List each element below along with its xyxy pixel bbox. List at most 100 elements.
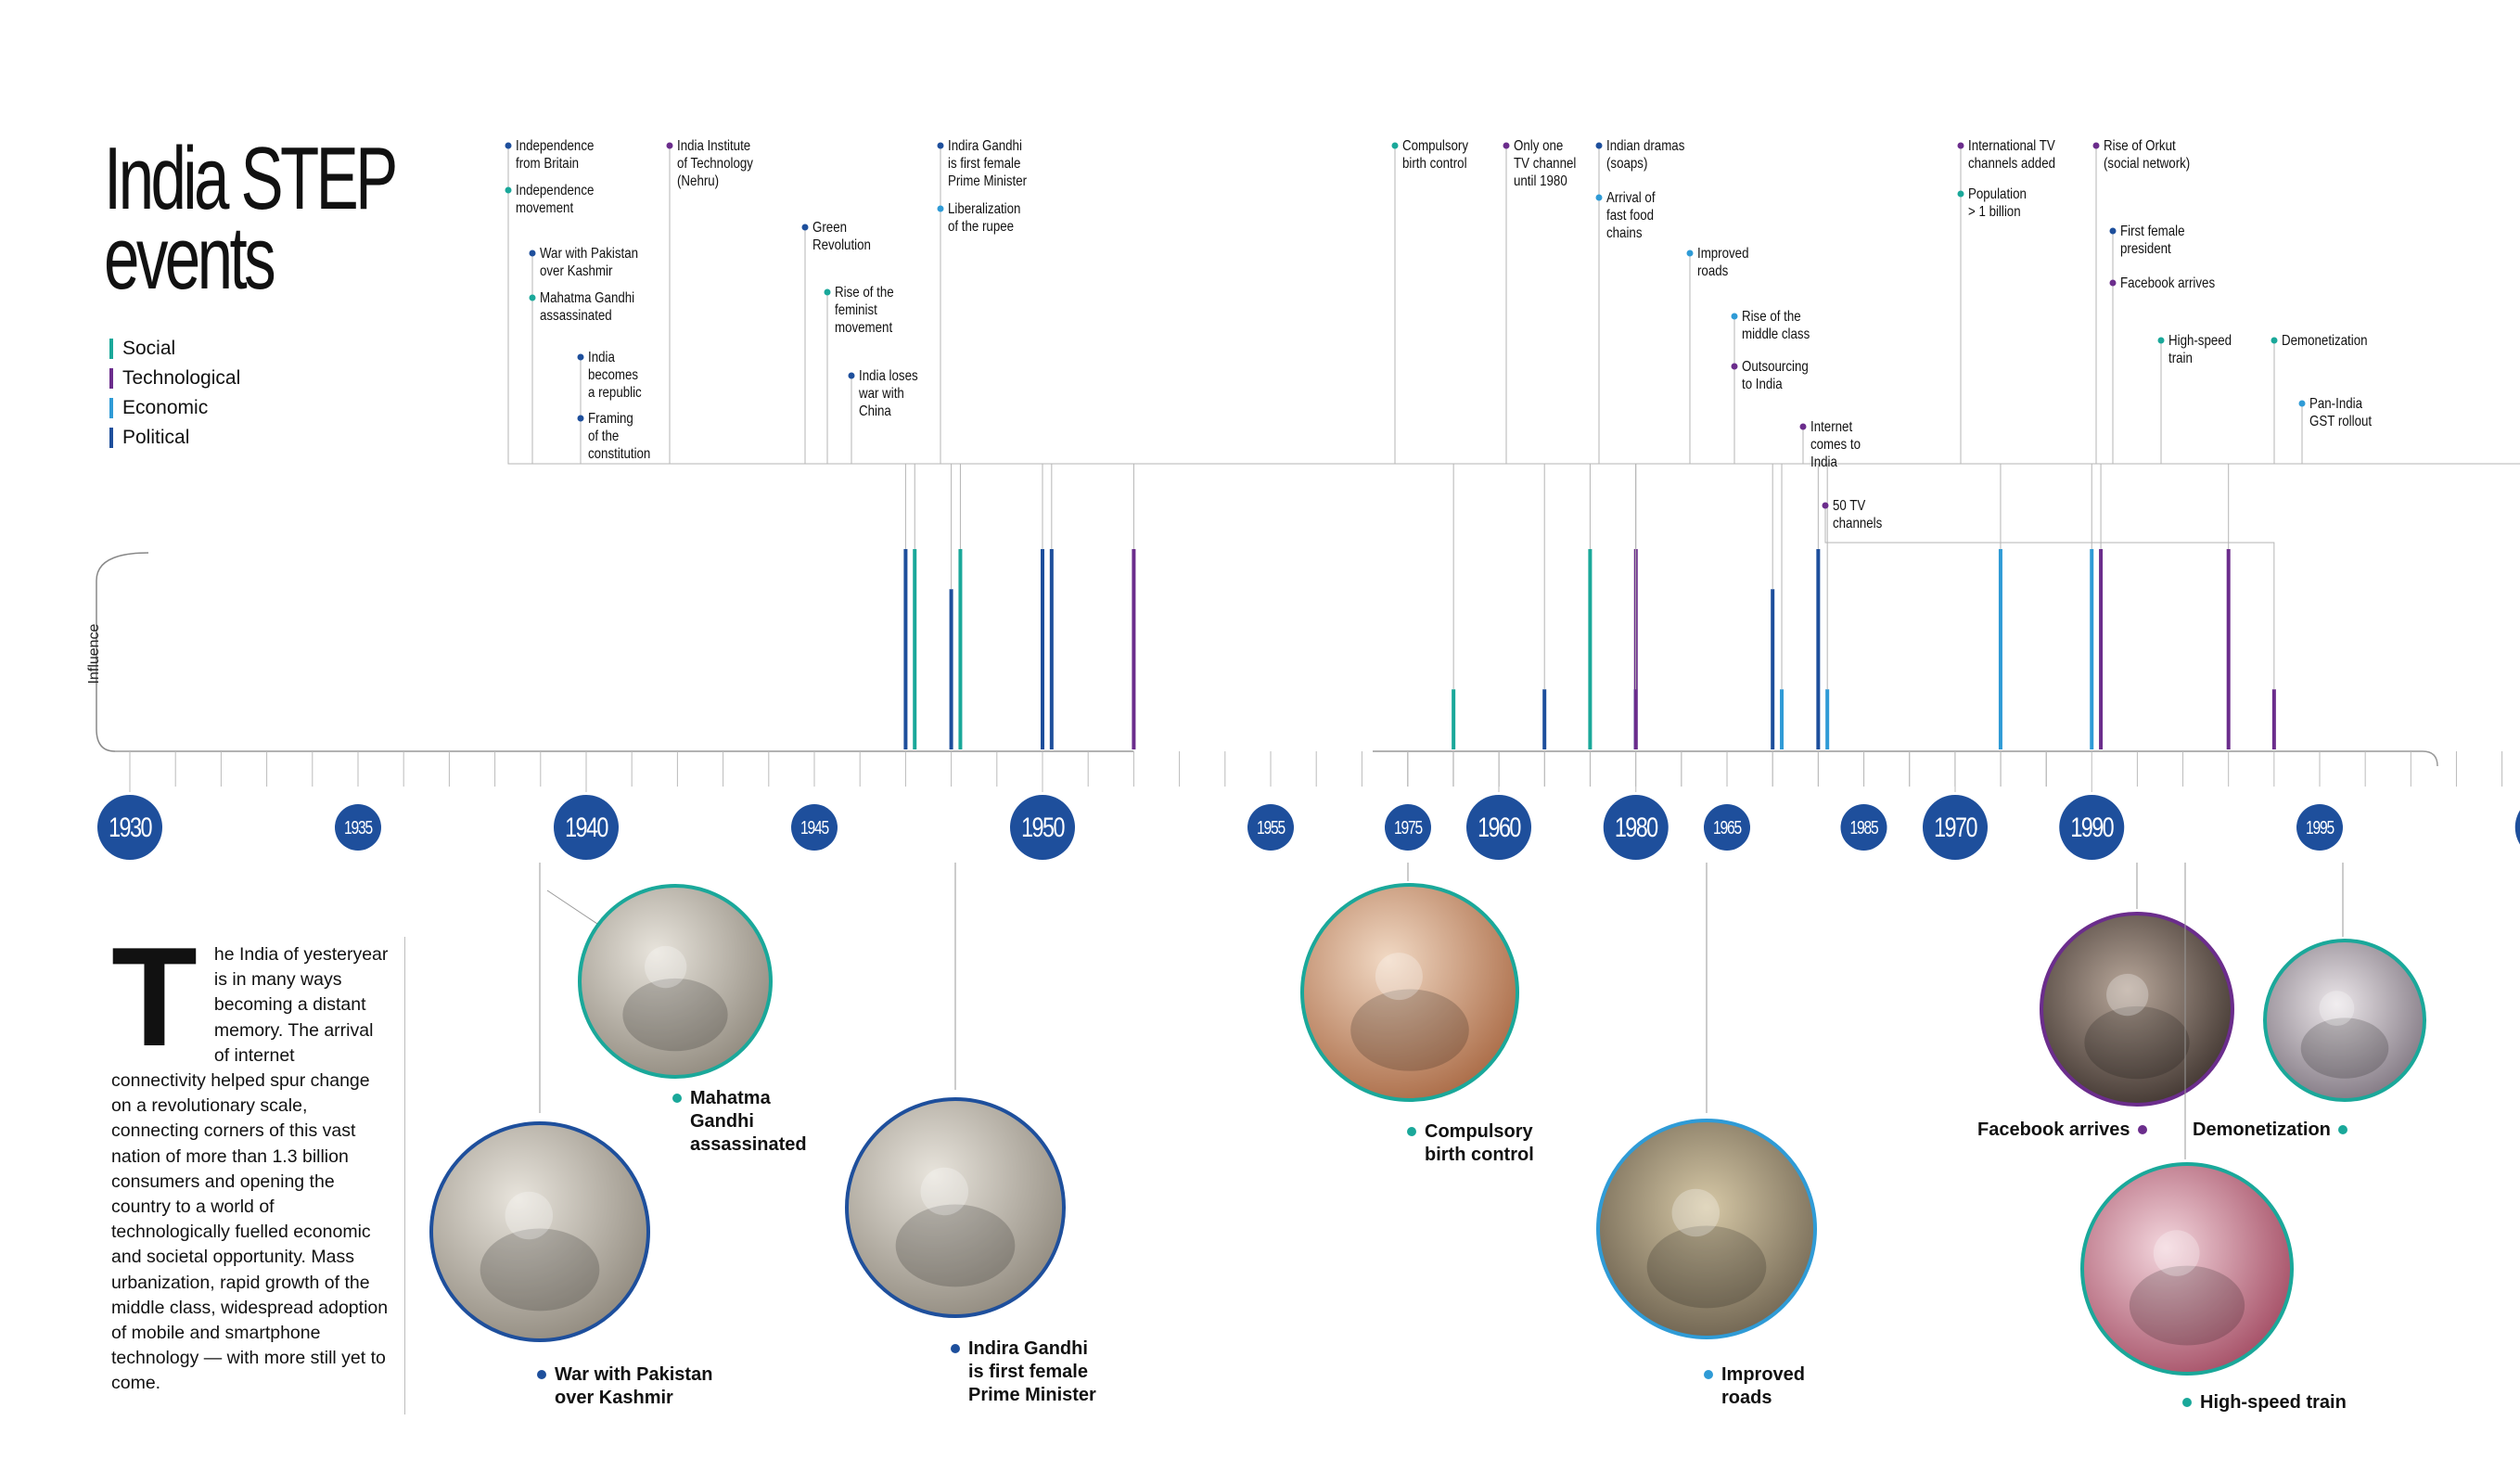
event-label-line: > 1 billion (1968, 204, 2021, 220)
caption-dot (537, 1370, 546, 1379)
leader-line (1733, 316, 2092, 549)
photo-shade (622, 978, 728, 1052)
event-dot (529, 294, 536, 301)
influence-bar (2271, 689, 2276, 749)
photo-caption-line: is first female (968, 1362, 1088, 1382)
event-label-line: until 1980 (1514, 173, 1567, 189)
event-label-line: channels (1833, 516, 1882, 531)
event-label: First female president (2120, 224, 2185, 257)
event-label: International TV channels added (1968, 138, 2055, 172)
event-label-line: War with Pakistan (540, 246, 638, 262)
photo-caption-line: Prime Minister (968, 1385, 1096, 1405)
event-label-line: Prime Minister (948, 173, 1027, 189)
event-dot (937, 142, 944, 149)
photo-circle (2040, 912, 2234, 1107)
event-label-line: Demonetization (2282, 333, 2368, 349)
event-label-line: International TV (1968, 138, 2055, 154)
event-label-line: TV channel (1514, 156, 1576, 172)
event-label-line: Pan-India (2309, 396, 2363, 412)
event-label-line: of Technology (677, 156, 754, 172)
caption-dot (1704, 1370, 1713, 1379)
influence-bar (1816, 549, 1821, 749)
legend-label: Economic (122, 397, 209, 418)
year-marker (1247, 804, 1294, 851)
leader-line (2273, 340, 2520, 465)
photo-caption-line: assassinated (690, 1134, 807, 1155)
year-marker (791, 804, 838, 851)
event-dot (1822, 502, 1829, 509)
photo-caption-line: Gandhi (690, 1111, 754, 1132)
event-label: Rise of the middle class (1742, 309, 1810, 342)
year-marker (2514, 810, 2520, 845)
influence-bar (1132, 549, 1136, 749)
event-label: Independence from Britain (516, 138, 594, 172)
photo-caption: War with Pakistan over Kashmir (555, 1364, 712, 1408)
influence-bar (1041, 549, 1044, 749)
event-label: Pan-India GST rollout (2309, 396, 2372, 429)
year-marker (97, 795, 162, 860)
photo-caption-line: Facebook arrives (1977, 1120, 2130, 1140)
event-dot (824, 288, 831, 296)
event-label: India loses war with China (858, 368, 918, 419)
event-dot (1595, 142, 1603, 149)
photo-caption-line: roads (1721, 1388, 1772, 1408)
year-label: 1990 (2070, 812, 2114, 842)
event-label: Only one TV channel until 1980 (1514, 138, 1576, 189)
event-label-line: China (859, 403, 892, 419)
event-label: Liberalization of the rupee (948, 201, 1020, 235)
year-marker (1603, 795, 1669, 860)
event-dot (1731, 313, 1738, 320)
event-label-line: Internet (1810, 419, 1852, 435)
event-dot (529, 250, 536, 257)
event-label: India becomes a republic (588, 350, 642, 401)
legend-item-technological: Technological (109, 365, 240, 395)
year-label: 1970 (1934, 812, 1977, 842)
photo-image (578, 884, 773, 1079)
photo-image (1596, 1119, 1817, 1339)
year-marker (1466, 795, 1531, 860)
leader-line (851, 376, 1637, 690)
legend-label: Technological (122, 367, 241, 389)
legend-item-political: Political (109, 425, 240, 454)
photo-circle (578, 884, 773, 1079)
year-label: 1985 (1849, 817, 1878, 838)
event-dot (1731, 363, 1738, 370)
event-label-line: Population (1968, 186, 2027, 202)
photo-caption: High-speed train (2200, 1392, 2347, 1413)
legend-item-economic: Economic (109, 395, 240, 425)
year-marker (2059, 795, 2125, 860)
event-label-line: Facebook arrives (2120, 275, 2215, 291)
event-label-line: (soaps) (1606, 156, 1647, 172)
event-dot (1686, 250, 1694, 257)
event-label-line: middle class (1742, 326, 1810, 342)
event-label-line: Independence (516, 138, 594, 154)
year-marker (1385, 804, 1431, 851)
year-marker (1923, 795, 1988, 860)
event-label-line: president (2120, 241, 2171, 257)
event-label-line: constitution (588, 446, 650, 462)
caption-dot (672, 1094, 682, 1103)
event-dot (2109, 227, 2117, 235)
legend: Social Technological Economic Political (109, 336, 240, 454)
event-label-line: Rise of the (1742, 309, 1801, 325)
event-label: Facebook arrives (2120, 275, 2215, 291)
legend-swatch-economic (109, 398, 113, 418)
event-label-line: Green (812, 220, 847, 236)
influence-bar (1825, 689, 1830, 749)
event-label: Mahatma Gandhi assassinated (540, 290, 634, 324)
event-label: Rise of Orkut (social network) (2104, 138, 2190, 172)
influence-label: Influence (86, 623, 102, 684)
photo-caption: Indira Gandhi is first female Prime Minist… (968, 1338, 1096, 1405)
event-label-line: Liberalization (948, 201, 1020, 217)
caption-dot (2338, 1125, 2347, 1134)
photo-image (2080, 1162, 2294, 1376)
photo-highlight (1671, 1188, 1721, 1237)
influence-bar (1998, 549, 2002, 749)
influence-bracket (96, 552, 149, 752)
event-label: Outsourcing to India (1742, 359, 1809, 392)
legend-item-social: Social (109, 336, 240, 365)
event-dot (577, 353, 584, 361)
event-label-line: 50 TV (1833, 498, 1866, 514)
intro-dropcap: T (111, 918, 198, 1076)
